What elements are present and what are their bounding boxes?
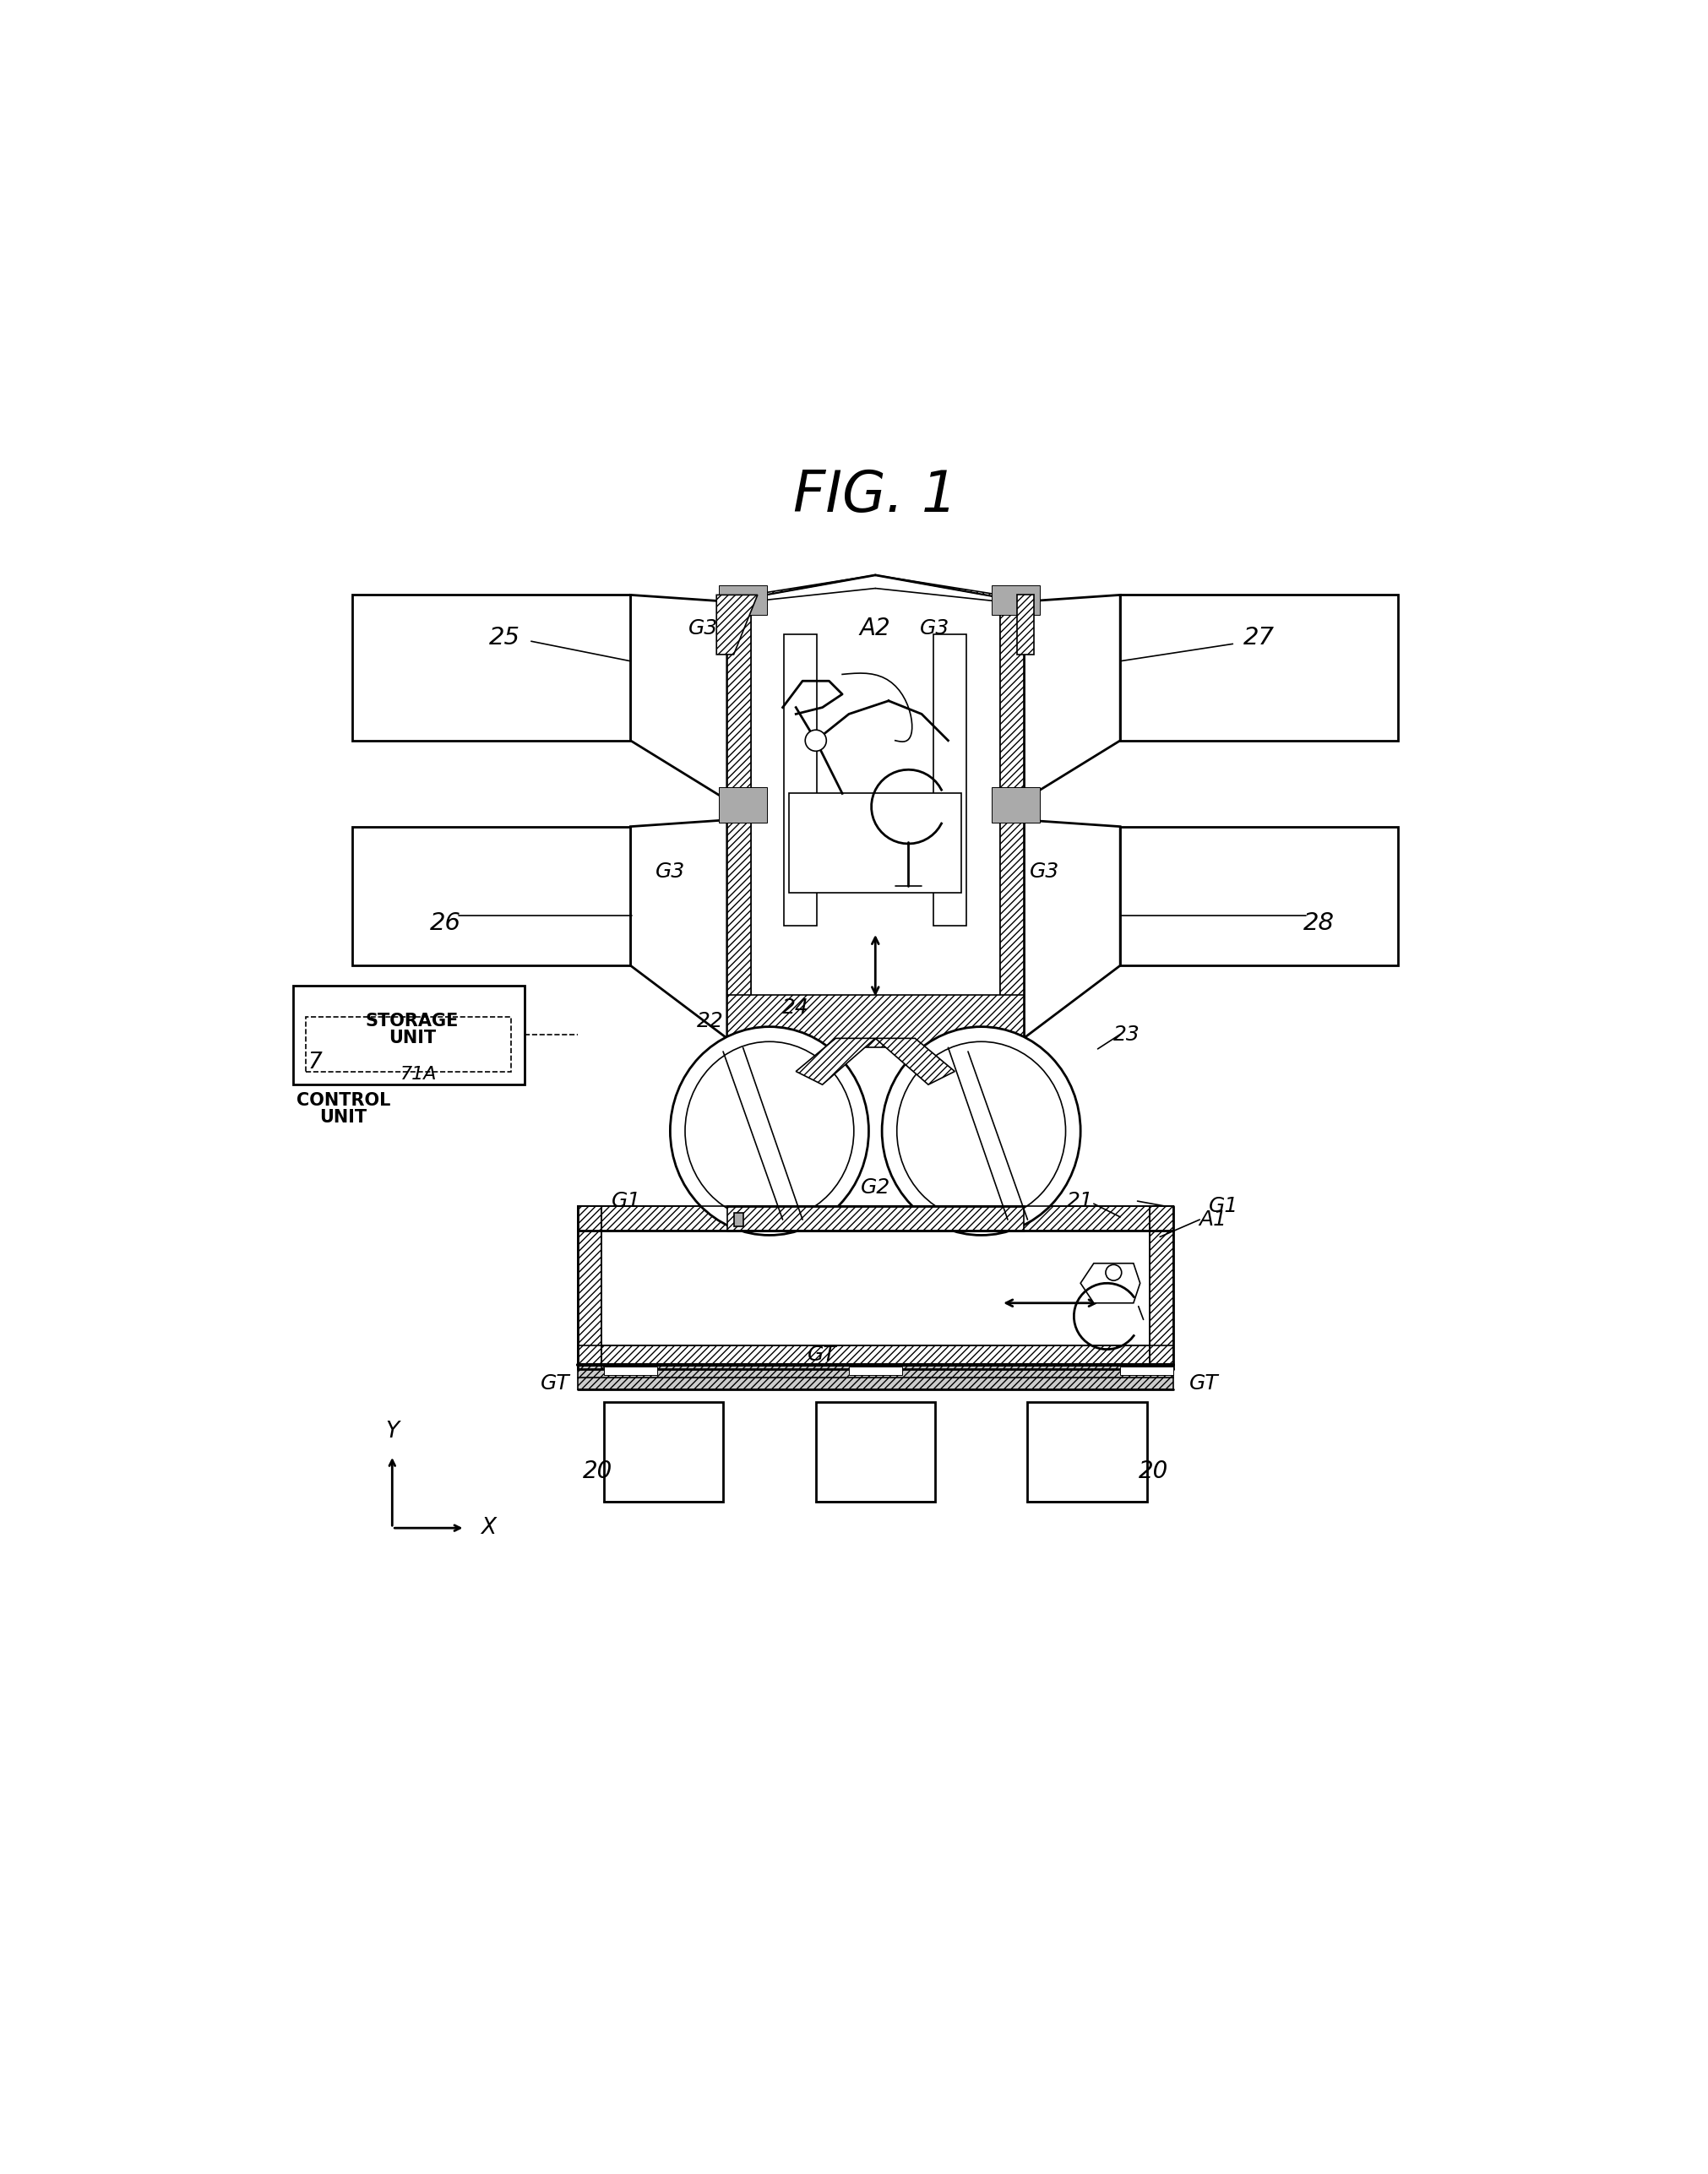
Bar — [816, 1402, 934, 1502]
Text: 20: 20 — [582, 1459, 611, 1483]
Text: 7: 7 — [309, 1052, 323, 1074]
Text: G1: G1 — [611, 1191, 642, 1211]
Text: 22: 22 — [697, 1011, 722, 1030]
Text: GT: GT — [540, 1374, 570, 1394]
Bar — [719, 585, 767, 615]
Text: G1: G1 — [1209, 1196, 1238, 1217]
Polygon shape — [876, 576, 1023, 602]
Polygon shape — [728, 576, 876, 602]
Bar — [992, 787, 1040, 822]
Text: G3: G3 — [921, 617, 950, 639]
Polygon shape — [630, 596, 728, 800]
Bar — [784, 635, 816, 926]
Bar — [352, 596, 630, 741]
Polygon shape — [630, 820, 728, 1039]
Text: A2: A2 — [859, 615, 892, 639]
Bar — [999, 602, 1023, 1039]
Bar — [1120, 596, 1399, 741]
Bar — [728, 1207, 1023, 1230]
Polygon shape — [717, 596, 758, 654]
Ellipse shape — [670, 1026, 869, 1235]
Bar — [577, 1365, 1173, 1389]
Bar — [1149, 1207, 1173, 1370]
Text: GT: GT — [1189, 1374, 1218, 1394]
Polygon shape — [1023, 596, 1120, 800]
Text: 20: 20 — [1139, 1459, 1168, 1483]
Bar — [719, 787, 767, 822]
Text: UNIT: UNIT — [388, 1030, 436, 1046]
Bar — [1120, 826, 1399, 965]
Bar — [352, 826, 630, 965]
Bar — [577, 1346, 1173, 1370]
Ellipse shape — [897, 1041, 1066, 1220]
Bar — [577, 1207, 1173, 1230]
Ellipse shape — [685, 1041, 854, 1220]
Text: 25: 25 — [488, 626, 521, 650]
Polygon shape — [734, 1213, 743, 1226]
Text: X: X — [482, 1517, 497, 1539]
Bar — [934, 635, 967, 926]
Bar — [306, 1017, 511, 1072]
Circle shape — [804, 730, 827, 750]
Text: G3: G3 — [1030, 861, 1059, 883]
Text: GT: GT — [808, 1344, 837, 1365]
Bar — [1028, 1402, 1146, 1502]
Bar — [605, 1367, 658, 1374]
Text: 23: 23 — [1114, 1024, 1141, 1044]
Polygon shape — [1016, 596, 1033, 654]
Bar — [789, 794, 962, 894]
Bar — [605, 1402, 722, 1502]
Polygon shape — [1081, 1263, 1141, 1302]
Bar — [992, 585, 1040, 615]
Text: STORAGE: STORAGE — [366, 1013, 459, 1030]
Polygon shape — [1023, 820, 1120, 1039]
Text: 21: 21 — [1068, 1191, 1093, 1211]
Text: FIG. 1: FIG. 1 — [793, 467, 958, 524]
Text: A1: A1 — [1199, 1209, 1226, 1230]
Bar — [728, 996, 1023, 1048]
Text: 28: 28 — [1303, 911, 1334, 935]
Text: G3: G3 — [688, 617, 717, 639]
Text: G3: G3 — [656, 861, 685, 883]
Bar — [849, 1367, 902, 1374]
Ellipse shape — [881, 1026, 1081, 1235]
Bar — [728, 602, 752, 1039]
Text: 26: 26 — [429, 911, 461, 935]
Circle shape — [1105, 1265, 1122, 1280]
Text: CONTROL: CONTROL — [295, 1091, 389, 1109]
Text: 24: 24 — [782, 998, 810, 1017]
Text: G2: G2 — [861, 1178, 890, 1198]
Polygon shape — [796, 1039, 876, 1085]
Bar — [294, 985, 524, 1085]
Polygon shape — [876, 1039, 955, 1085]
Text: 27: 27 — [1243, 626, 1274, 650]
Text: 71A: 71A — [400, 1065, 437, 1083]
Bar — [1120, 1367, 1173, 1374]
Text: Y: Y — [386, 1420, 400, 1441]
Text: UNIT: UNIT — [319, 1109, 367, 1126]
Bar — [577, 1207, 601, 1370]
